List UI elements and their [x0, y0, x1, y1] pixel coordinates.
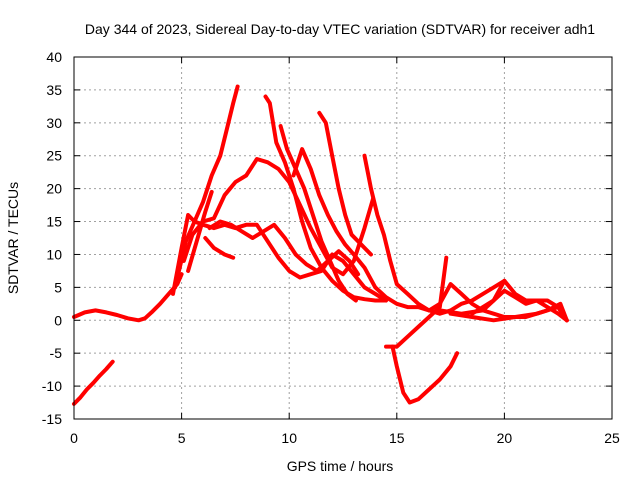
y-tick-label: 15	[46, 214, 62, 230]
series-pass-2	[173, 219, 388, 303]
series-pass-6	[207, 219, 361, 277]
y-tick-label: -5	[50, 345, 63, 361]
series-base-track	[72, 272, 184, 323]
x-tick-label: 25	[604, 430, 620, 446]
y-axis-label: SDTVAR / TECUs	[5, 182, 21, 294]
y-tick-label: -15	[42, 411, 62, 427]
series-pass-4	[186, 189, 214, 273]
y-tick-label: -10	[42, 378, 62, 394]
plot-frame	[73, 56, 613, 420]
y-tick-label: 20	[46, 181, 62, 197]
chart-title: Day 344 of 2023, Sidereal Day-to-day VTE…	[85, 21, 595, 37]
x-tick-label: 5	[178, 430, 186, 446]
series-pass-16	[448, 305, 569, 323]
y-tick-label: 25	[46, 148, 62, 164]
x-axis-label: GPS time / hours	[287, 458, 394, 474]
series-pass-3	[181, 157, 376, 277]
y-tick-label: 10	[46, 246, 62, 262]
y-tick-label: 40	[46, 49, 62, 65]
x-tick-label: 20	[497, 430, 513, 446]
series-layer	[72, 84, 569, 406]
y-tick-label: 30	[46, 115, 62, 131]
series-pass-1	[171, 84, 240, 296]
tick-layer: 0 5 10 15 20 25 -15 -10 -5 0 5 10 15 20 25 30 35 40	[42, 49, 620, 446]
series-pass-10	[317, 110, 373, 257]
series-pass-12	[384, 255, 449, 349]
x-tick-label: 10	[281, 430, 297, 446]
series-pass-18	[72, 359, 115, 406]
series-pass-8	[278, 124, 358, 303]
series-pass-5	[203, 236, 236, 260]
y-tick-label: 0	[54, 312, 62, 328]
series-pass-7	[263, 94, 388, 303]
y-tick-label: 35	[46, 82, 62, 98]
series-pass-9	[291, 147, 432, 313]
y-tick-label: 5	[54, 279, 62, 295]
x-tick-label: 15	[389, 430, 405, 446]
series-pass-17	[470, 288, 569, 323]
series-pass-11	[362, 153, 507, 316]
x-tick-label: 0	[70, 430, 78, 446]
series-pass-13	[390, 344, 460, 405]
